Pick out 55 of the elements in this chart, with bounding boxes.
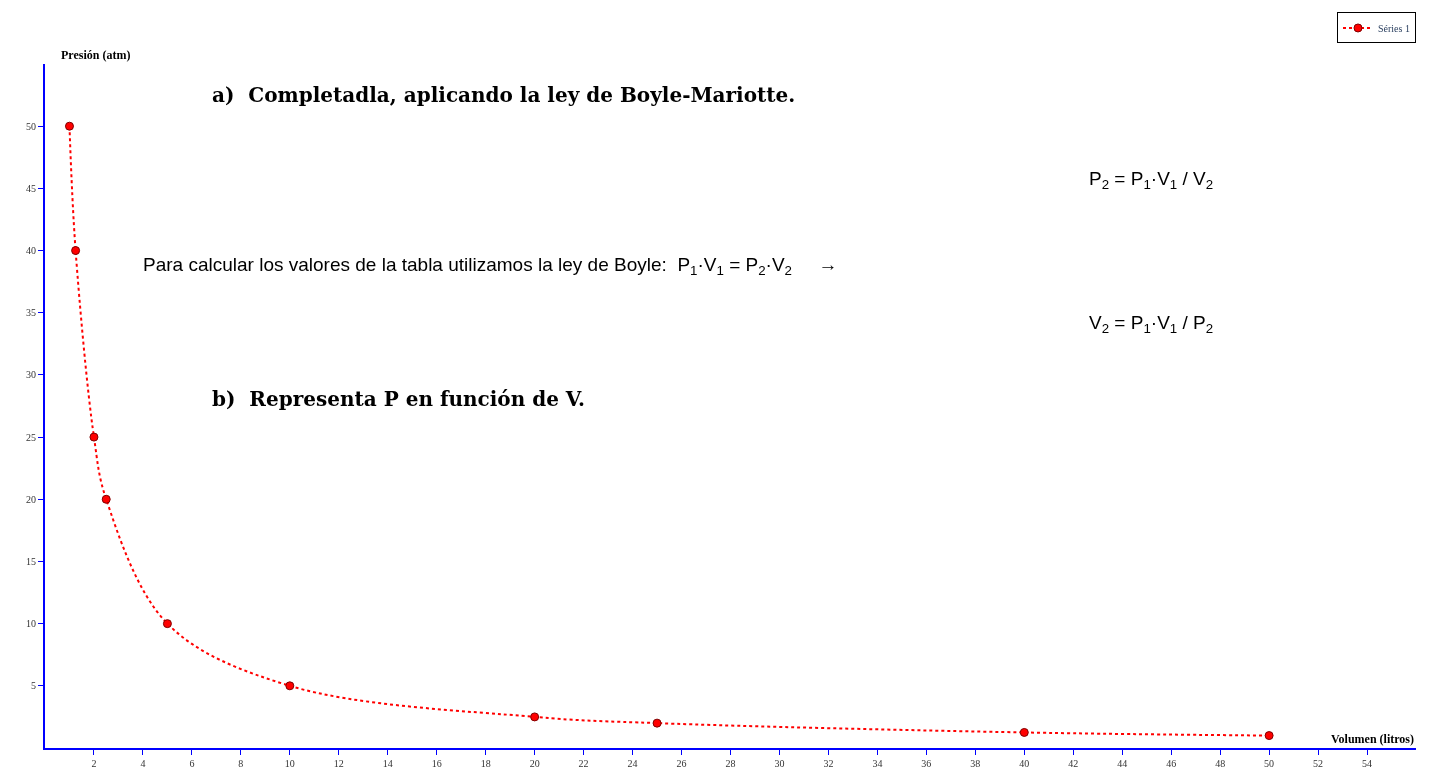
x-tick-label: 46 <box>1166 758 1177 769</box>
x-tick-label: 10 <box>284 758 295 769</box>
x-tick-label: 44 <box>1117 758 1128 769</box>
x-tick-label: 6 <box>189 758 195 769</box>
x-tick-label: 4 <box>140 758 146 769</box>
x-tick-label: 12 <box>333 758 344 769</box>
x-tick-label: 26 <box>676 758 687 769</box>
x-tick-label: 36 <box>921 758 932 769</box>
x-tick-label: 2 <box>91 758 97 769</box>
point <box>64 121 74 131</box>
x-tick-label: 32 <box>823 758 834 769</box>
text: Para calcular los valores de la tabla utilizamos la ley de Boyle: P$_{1}$·V$_{1}$ = P$_{2}$·V$_{2}$ → <box>143 254 838 278</box>
x-tick-label: 40 <box>1019 758 1030 769</box>
x-tick-label: 18 <box>480 758 491 769</box>
point <box>89 432 99 442</box>
x-tick-label: 28 <box>725 758 736 769</box>
point <box>71 246 81 256</box>
y-tick-label: 5 <box>31 680 36 692</box>
x-tick-label: 16 <box>431 758 442 769</box>
y-tick-label: 15 <box>26 555 36 567</box>
annotation: P$_{2}$ = P$_{1}$·V$_{1}$ / V$_{2}$ <box>1089 168 1214 192</box>
point <box>1019 727 1029 737</box>
x-tick-label: 54 <box>1362 758 1373 769</box>
x-tick-label: 22 <box>578 758 589 769</box>
x-tick-label: 48 <box>1215 758 1226 769</box>
point <box>1264 731 1274 741</box>
annotation: V$_{2}$ = P$_{1}$·V$_{1}$ / P$_{2}$ <box>1089 312 1214 336</box>
y-tick-label: 25 <box>26 431 36 443</box>
x-axis-title: Volumen (litros) <box>1331 732 1415 746</box>
y-tick-label: 35 <box>26 307 36 319</box>
x-tick-label: 34 <box>872 758 883 769</box>
x-tick-label: 20 <box>529 758 540 769</box>
point <box>162 619 172 629</box>
point <box>101 494 111 504</box>
point <box>652 718 662 728</box>
y-tick-label: 45 <box>26 182 36 194</box>
y-tick-label: 20 <box>26 493 36 505</box>
x-tick-label: 38 <box>970 758 981 769</box>
point <box>285 681 295 691</box>
x-tick-label: 14 <box>382 758 393 769</box>
point <box>530 712 540 722</box>
y-axis-title: Presión (atm) <box>61 48 131 62</box>
y-tick-label: 50 <box>26 120 36 132</box>
y-tick-label: 10 <box>26 618 36 630</box>
x-tick-label: 50 <box>1264 758 1275 769</box>
legend-label: Séries 1 <box>1378 22 1410 34</box>
annotation: a) Completadla, aplicando la ley de Boyle-Mariotte. <box>212 83 796 107</box>
y-tick-label: 30 <box>26 369 36 381</box>
x-tick-label: 8 <box>238 758 244 769</box>
x-tick-label: 24 <box>627 758 638 769</box>
x-tick-label: 42 <box>1068 758 1079 769</box>
x-tick-label: 52 <box>1313 758 1324 769</box>
y-tick-label: 40 <box>26 245 36 257</box>
annotation: b) Representa P en función de V. <box>212 387 585 411</box>
x-tick-label: 30 <box>774 758 785 769</box>
